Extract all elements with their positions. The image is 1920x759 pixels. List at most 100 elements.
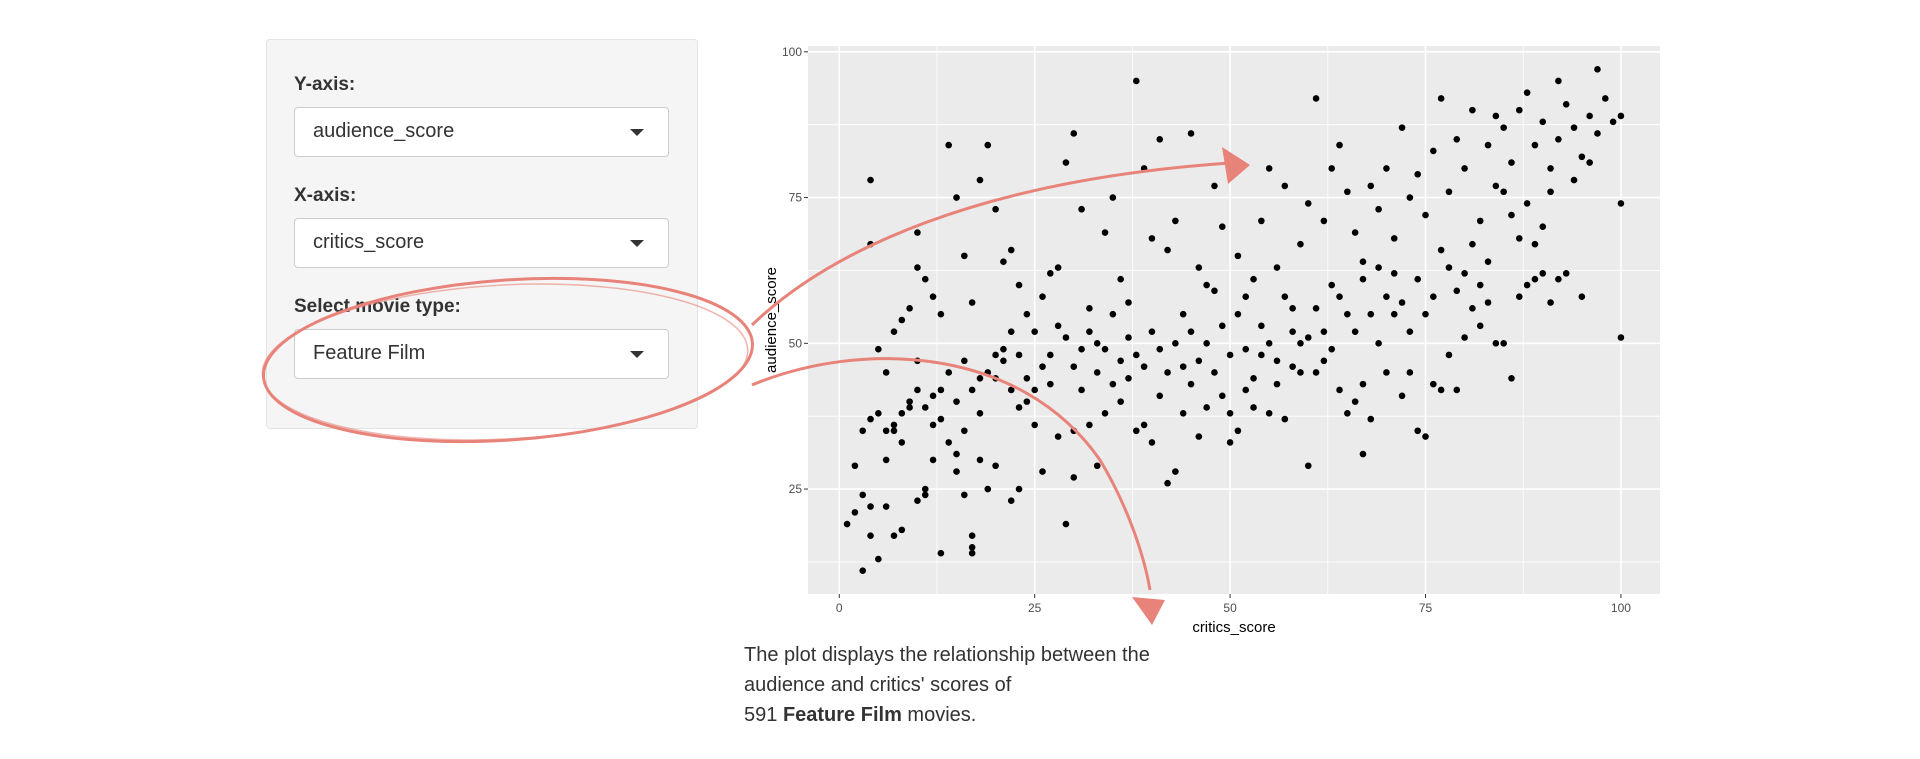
data-point [1273, 380, 1281, 388]
data-point [921, 485, 929, 493]
plot-panel [808, 46, 1660, 594]
data-point [1430, 380, 1437, 388]
data-point [992, 462, 999, 470]
data-point [882, 456, 890, 464]
data-point [1132, 427, 1140, 435]
data-point [1258, 217, 1265, 225]
data-point [1304, 462, 1312, 470]
data-point [1172, 340, 1179, 347]
data-point [1007, 386, 1015, 394]
data-point [976, 176, 984, 184]
data-point [1594, 66, 1601, 73]
data-point [1461, 270, 1468, 277]
data-point [1617, 112, 1625, 120]
yaxis-select[interactable]: audience_score [294, 107, 669, 157]
data-point [1344, 409, 1351, 417]
data-point [890, 427, 898, 435]
data-point [1273, 264, 1281, 271]
x-tick-label: 75 [1419, 601, 1433, 615]
data-point [976, 456, 984, 464]
data-point [1445, 264, 1453, 271]
data-point [968, 532, 976, 540]
xaxis-select[interactable]: critics_score [294, 218, 669, 268]
data-point [1312, 95, 1320, 102]
data-point [1484, 299, 1492, 306]
data-point [1422, 211, 1429, 219]
data-point [1328, 165, 1336, 172]
chevron-down-icon [630, 240, 644, 247]
data-point [1187, 130, 1195, 137]
data-point [1031, 328, 1038, 335]
data-point [1234, 427, 1242, 435]
x-tick-label: 100 [1611, 601, 1631, 615]
data-point [921, 404, 929, 411]
data-point [914, 264, 921, 271]
data-point [1234, 310, 1242, 318]
data-point [898, 316, 906, 324]
data-point [867, 240, 874, 248]
data-point [882, 427, 890, 435]
data-point [914, 386, 921, 394]
data-point [1250, 404, 1257, 411]
data-point [976, 409, 984, 417]
data-point [1500, 340, 1507, 347]
data-point [1492, 340, 1500, 347]
data-point [984, 485, 992, 493]
data-point [1039, 468, 1046, 475]
data-point [1461, 334, 1468, 341]
data-point [1312, 369, 1320, 376]
data-point [1242, 293, 1250, 300]
caption-suffix: movies. [901, 704, 977, 726]
data-point [1015, 281, 1023, 289]
x-axis-label: critics_score [1192, 619, 1275, 636]
data-point [1289, 363, 1296, 370]
data-point [1508, 374, 1515, 382]
data-point [1555, 275, 1562, 283]
movie-type-select[interactable]: Feature Film [294, 329, 669, 379]
data-point [1516, 235, 1523, 242]
data-point [1547, 299, 1554, 306]
data-point [1578, 153, 1586, 161]
data-point [1086, 305, 1093, 312]
data-point [914, 357, 921, 365]
data-point [1078, 345, 1085, 353]
data-point [1586, 112, 1593, 120]
chevron-down-icon [630, 129, 644, 136]
data-point [1164, 479, 1171, 487]
data-point [1359, 258, 1367, 266]
data-point [1164, 369, 1171, 376]
data-point [1375, 264, 1382, 271]
data-point [1336, 293, 1343, 300]
data-point [1078, 205, 1085, 213]
data-point [1109, 310, 1117, 318]
data-point [1484, 141, 1492, 149]
data-point [898, 439, 906, 446]
data-point [945, 141, 952, 149]
data-point [1039, 363, 1046, 370]
plot-caption: The plot displays the relationship betwe… [744, 640, 1264, 730]
data-point [1351, 398, 1359, 405]
data-point [1398, 299, 1406, 306]
xaxis-label: X-axis: [294, 185, 357, 206]
data-point [937, 549, 945, 557]
data-point [1015, 404, 1023, 411]
data-point [1570, 124, 1578, 131]
data-point [937, 310, 945, 318]
data-point [859, 567, 867, 574]
data-point [1070, 474, 1078, 481]
data-point [1531, 240, 1539, 248]
data-point [1562, 270, 1570, 277]
data-point [1031, 421, 1038, 429]
data-point [1109, 380, 1117, 388]
y-axis-label: audience_score [763, 267, 780, 373]
data-point [1117, 275, 1124, 283]
data-point [1398, 392, 1406, 400]
data-point [1047, 380, 1054, 388]
data-point [882, 503, 890, 510]
data-point [1508, 159, 1515, 166]
caption-line-1: The plot displays the relationship betwe… [744, 644, 1150, 666]
data-point [1437, 95, 1445, 102]
data-point [1195, 264, 1203, 271]
data-point [1281, 293, 1289, 300]
data-point [1430, 147, 1437, 155]
